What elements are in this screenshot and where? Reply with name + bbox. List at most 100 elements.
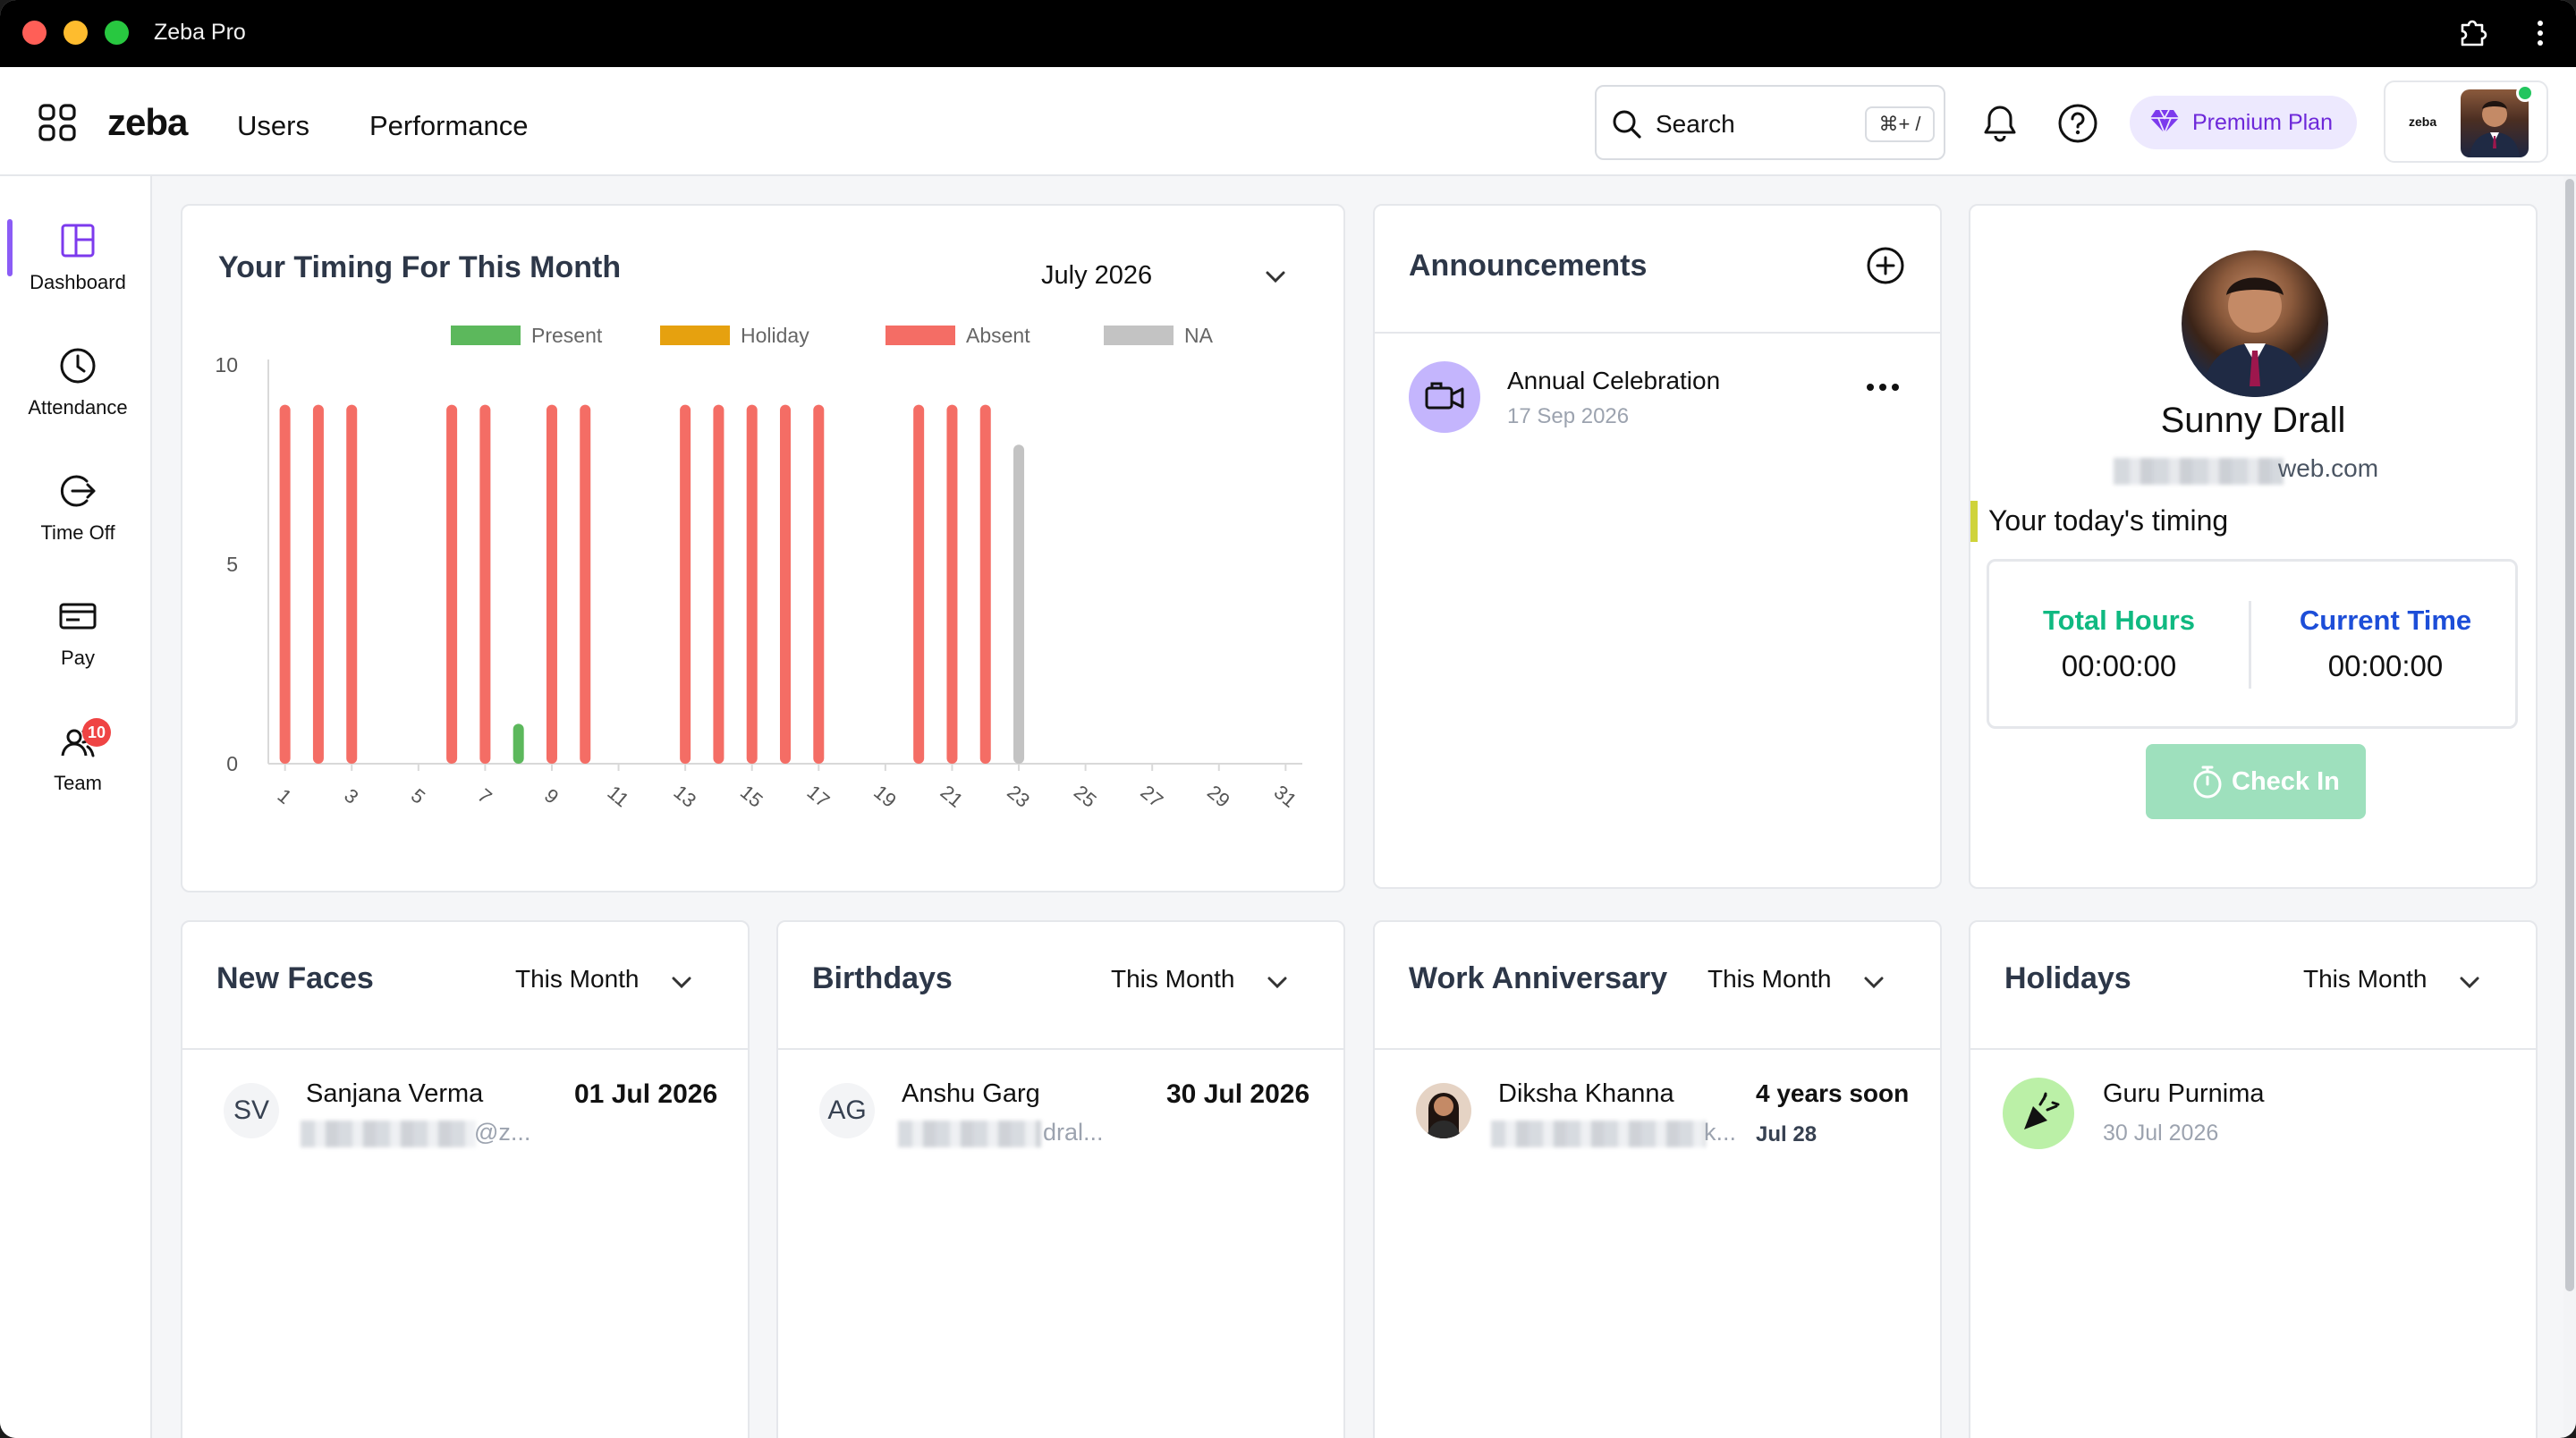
sidebar-item-label: Attendance <box>28 396 128 419</box>
person-name[interactable]: Diksha Khanna <box>1498 1079 1674 1108</box>
redacted-text <box>1491 1121 1706 1147</box>
avatar: AG <box>819 1083 875 1138</box>
notification-bell-icon[interactable] <box>1981 103 2019 144</box>
email-tail: dral... <box>1043 1119 1104 1146</box>
holiday-name[interactable]: Guru Purnima <box>2103 1079 2265 1108</box>
chart-bar <box>546 404 557 764</box>
redacted-text <box>301 1121 476 1147</box>
video-camera-icon <box>1425 382 1464 410</box>
diamond-icon <box>2150 109 2179 135</box>
add-circle-icon[interactable] <box>1865 245 1906 286</box>
x-tick-label: 23 <box>1003 781 1034 812</box>
new-faces-title: New Faces <box>216 961 374 995</box>
redacted-text <box>898 1121 1041 1147</box>
team-notification-badge: 10 <box>82 718 111 747</box>
birthdays-card: Birthdays This Month AG Anshu Garg dral.… <box>776 920 1345 1438</box>
person-name[interactable]: Anshu Garg <box>902 1079 1040 1108</box>
org-logo: zeba <box>2409 114 2437 129</box>
chevron-down-icon[interactable] <box>671 976 692 990</box>
more-horizontal-icon[interactable] <box>1865 381 1901 393</box>
total-hours: Total Hours 00:00:00 <box>1989 605 2249 683</box>
profile-card: Sunny Drall web.com Your today's timing … <box>1969 204 2538 889</box>
search-label: Search <box>1656 110 1735 138</box>
timing-summary: Total Hours 00:00:00 Current Time 00:00:… <box>1987 559 2518 729</box>
clock-icon <box>60 348 96 384</box>
avatar <box>1416 1083 1471 1138</box>
new-faces-filter[interactable]: This Month <box>515 965 640 993</box>
minimize-window-button[interactable] <box>64 21 88 45</box>
sidebar-item-attendance[interactable]: Attendance <box>0 334 152 432</box>
work-anniversary-title: Work Anniversary <box>1409 961 1668 995</box>
scrollbar-thumb[interactable] <box>2565 179 2574 1291</box>
sidebar-item-label: Pay <box>61 647 95 669</box>
x-tick-label: 7 <box>473 784 496 808</box>
sidebar-item-time-off[interactable]: Time Off <box>0 459 152 557</box>
search-icon <box>1613 110 1641 139</box>
chart-bar <box>312 404 324 764</box>
x-tick-label: 1 <box>274 784 296 808</box>
email-tail: k... <box>1704 1119 1737 1146</box>
premium-plan-label: Premium Plan <box>2192 110 2333 135</box>
chevron-down-icon[interactable] <box>1863 976 1885 990</box>
chevron-down-icon[interactable] <box>1265 270 1286 284</box>
pay-card-icon <box>59 603 97 630</box>
anniversary-filter[interactable]: This Month <box>1707 965 1832 993</box>
chart-bar <box>780 404 791 764</box>
time-off-icon <box>60 475 96 507</box>
current-time-value: 00:00:00 <box>2327 649 2444 682</box>
x-tick-label: 31 <box>1270 781 1301 812</box>
chart-bar <box>979 404 991 764</box>
sidebar-item-team[interactable]: 10 Team <box>0 709 152 808</box>
nav-performance[interactable]: Performance <box>369 110 529 141</box>
extension-icon[interactable] <box>2455 16 2489 50</box>
chart-bar <box>813 404 825 764</box>
active-indicator <box>7 219 13 276</box>
party-popper-icon <box>2024 1092 2060 1129</box>
legend-label: NA <box>1184 324 1214 347</box>
maximize-window-button[interactable] <box>105 21 129 45</box>
announcement-avatar <box>1409 361 1480 433</box>
zeba-logo[interactable]: zeba <box>107 101 188 143</box>
person-name[interactable]: Sanjana Verma <box>306 1079 484 1108</box>
search-box[interactable]: Search ⌘+ / <box>1595 85 1945 160</box>
email-tail: @z... <box>474 1119 531 1146</box>
sidebar-item-pay[interactable]: Pay <box>0 584 152 682</box>
title-bar: Zeba Pro <box>0 0 2576 67</box>
announcement-title[interactable]: Annual Celebration <box>1507 367 1721 394</box>
announcement-date: 17 Sep 2026 <box>1507 404 1630 428</box>
chevron-down-icon[interactable] <box>2459 976 2480 990</box>
month-select[interactable]: July 2026 <box>1041 261 1153 290</box>
y-tick-label: 10 <box>215 353 238 376</box>
apps-grid-icon[interactable] <box>38 103 77 142</box>
chart-bar <box>513 723 524 764</box>
nav-users[interactable]: Users <box>237 110 309 141</box>
divider <box>2249 601 2251 689</box>
chevron-down-icon[interactable] <box>1267 976 1288 990</box>
premium-plan-button[interactable]: Premium Plan <box>2130 96 2357 149</box>
x-tick-label: 9 <box>540 784 563 808</box>
profile-email: web.com <box>2114 454 2400 490</box>
help-icon[interactable] <box>2057 103 2098 144</box>
x-tick-label: 29 <box>1203 781 1234 812</box>
chart-bar <box>913 404 925 764</box>
current-time-label: Current Time <box>2299 605 2472 636</box>
more-vertical-icon[interactable] <box>2529 16 2551 50</box>
chart-bar <box>446 404 458 764</box>
timing-title: Your Timing For This Month <box>218 250 622 284</box>
holidays-filter[interactable]: This Month <box>2303 965 2428 993</box>
x-tick-label: 19 <box>869 781 901 812</box>
accent-bar <box>1970 501 1978 542</box>
x-tick-label: 17 <box>803 781 835 812</box>
new-faces-card: New Faces This Month SV Sanjana Verma @z… <box>181 920 750 1438</box>
birthdays-title: Birthdays <box>812 961 953 995</box>
chart-bar <box>746 404 758 764</box>
chart-bar <box>713 404 724 764</box>
check-in-label: Check In <box>2232 767 2340 796</box>
check-in-button[interactable]: Check In <box>2146 744 2366 819</box>
sidebar-item-dashboard[interactable]: Dashboard <box>0 208 152 307</box>
account-menu[interactable]: zeba <box>2384 80 2548 163</box>
window-title: Zeba Pro <box>154 20 246 45</box>
close-window-button[interactable] <box>22 21 47 45</box>
birthdays-filter[interactable]: This Month <box>1111 965 1235 993</box>
